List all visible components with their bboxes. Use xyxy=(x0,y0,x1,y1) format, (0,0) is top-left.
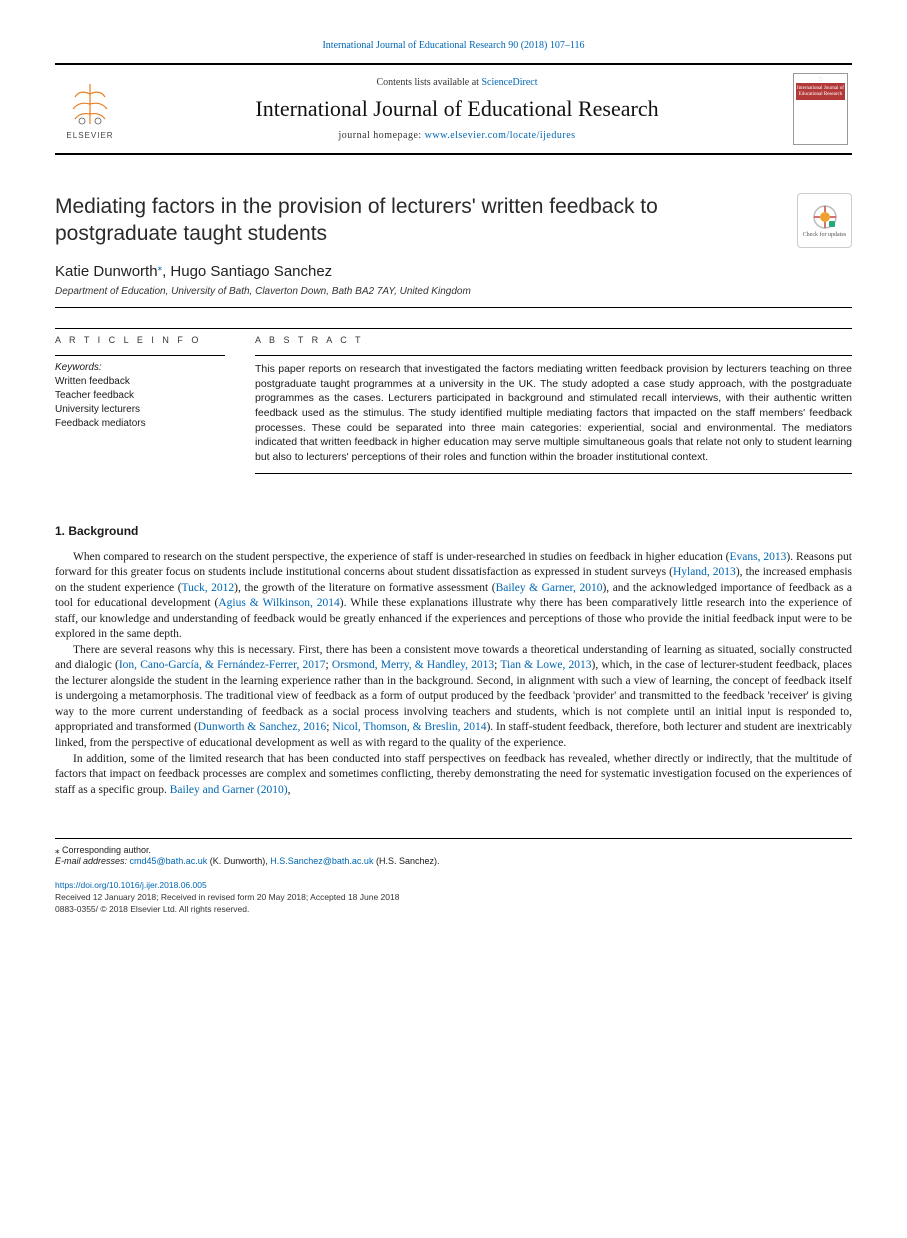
citation-link[interactable]: Orsmond, Merry, & Handley, 2013 xyxy=(332,659,494,671)
author-1: Katie Dunworth xyxy=(55,263,158,280)
homepage-prefix: journal homepage: xyxy=(338,130,424,141)
elsevier-wordmark: ELSEVIER xyxy=(66,131,113,140)
citation-link[interactable]: Bailey & Garner, 2010 xyxy=(496,582,603,594)
contents-available-line: Contents lists available at ScienceDirec… xyxy=(125,77,789,88)
citation-link[interactable]: Evans, 2013 xyxy=(730,551,787,563)
homepage-link[interactable]: www.elsevier.com/locate/ijedures xyxy=(425,130,576,141)
cover-title-band: International Journal of Educational Res… xyxy=(796,83,845,100)
affiliation: Department of Education, University of B… xyxy=(55,286,852,297)
citation-header: International Journal of Educational Res… xyxy=(55,40,852,51)
citation-link[interactable]: Ion, Cano-García, & Fernández-Ferrer, 20… xyxy=(119,659,326,671)
citation-link[interactable]: Agius & Wilkinson, 2014 xyxy=(218,597,339,609)
journal-header-box: ELSEVIER Contents lists available at Sci… xyxy=(55,63,852,155)
email-link-1[interactable]: cmd45@bath.ac.uk xyxy=(130,856,208,866)
citation-link[interactable]: Hyland, 2013 xyxy=(673,566,736,578)
doi-block: https://doi.org/10.1016/j.ijer.2018.06.0… xyxy=(55,880,852,916)
check-updates-icon xyxy=(812,204,838,230)
citation-link[interactable]: Dunworth & Sanchez, 2016 xyxy=(198,721,326,733)
abstract-text: This paper reports on research that inve… xyxy=(255,362,852,465)
check-updates-label: Check for updates xyxy=(803,232,847,238)
elsevier-logo: ELSEVIER xyxy=(55,73,125,145)
body-para-3: In addition, some of the limited researc… xyxy=(55,752,852,799)
article-title: Mediating factors in the provision of le… xyxy=(55,193,781,248)
email-link-2[interactable]: H.S.Sanchez@bath.ac.uk xyxy=(270,856,373,866)
keyword-item: Written feedback xyxy=(55,375,225,389)
corresponding-author-note: ⁎ Corresponding author. xyxy=(55,845,852,856)
keyword-item: University lecturers xyxy=(55,403,225,417)
author-2: , Hugo Santiago Sanchez xyxy=(162,263,332,280)
text-run: When compared to research on the student… xyxy=(73,551,730,563)
citation-link[interactable]: Nicol, Thomson, & Breslin, 2014 xyxy=(332,721,486,733)
divider-under-affiliation xyxy=(55,307,852,308)
text-run: , xyxy=(288,784,291,796)
issn-copyright: 0883-0355/ © 2018 Elsevier Ltd. All righ… xyxy=(55,904,249,914)
email-name-2: (H.S. Sanchez). xyxy=(373,856,439,866)
abstract-column: A B S T R A C T This paper reports on re… xyxy=(255,335,852,474)
journal-homepage-line: journal homepage: www.elsevier.com/locat… xyxy=(125,130,789,141)
check-updates-badge[interactable]: Check for updates xyxy=(797,193,852,248)
abstract-divider xyxy=(255,355,852,356)
body-para-1: When compared to research on the student… xyxy=(55,550,852,643)
journal-cover-thumb: ⬚ International Journal of Educational R… xyxy=(793,73,848,145)
citation-link[interactable]: Bailey and Garner (2010) xyxy=(170,784,288,796)
article-info-column: A R T I C L E I N F O Keywords: Written … xyxy=(55,335,225,474)
citation-link[interactable]: Tuck, 2012 xyxy=(182,582,235,594)
sciencedirect-link[interactable]: ScienceDirect xyxy=(481,77,537,88)
body-para-2: There are several reasons why this is ne… xyxy=(55,643,852,752)
keyword-item: Feedback mediators xyxy=(55,417,225,431)
text-run: ), the growth of the literature on forma… xyxy=(234,582,495,594)
email-label: E-mail addresses: xyxy=(55,856,130,866)
keyword-item: Teacher feedback xyxy=(55,389,225,403)
email-name-1: (K. Dunworth), xyxy=(207,856,270,866)
cover-top-text: ⬚ xyxy=(819,76,823,81)
abstract-bottom-rule xyxy=(255,473,852,474)
elsevier-tree-icon xyxy=(65,79,115,129)
journal-name: International Journal of Educational Res… xyxy=(125,96,789,122)
doi-link[interactable]: https://doi.org/10.1016/j.ijer.2018.06.0… xyxy=(55,880,207,890)
keywords-heading: Keywords: xyxy=(55,362,225,373)
authors-line: Katie Dunworth⁎, Hugo Santiago Sanchez xyxy=(55,262,852,280)
article-info-divider xyxy=(55,355,225,356)
section-1-heading: 1. Background xyxy=(55,524,852,538)
keywords-list: Written feedback Teacher feedback Univer… xyxy=(55,375,225,431)
abstract-heading: A B S T R A C T xyxy=(255,335,852,345)
article-info-heading: A R T I C L E I N F O xyxy=(55,335,225,345)
citation-link[interactable]: Tian & Lowe, 2013 xyxy=(500,659,591,671)
contents-prefix: Contents lists available at xyxy=(376,77,481,88)
email-addresses-line: E-mail addresses: cmd45@bath.ac.uk (K. D… xyxy=(55,856,852,866)
footnotes-block: ⁎ Corresponding author. E-mail addresses… xyxy=(55,838,852,866)
article-history: Received 12 January 2018; Received in re… xyxy=(55,892,399,902)
